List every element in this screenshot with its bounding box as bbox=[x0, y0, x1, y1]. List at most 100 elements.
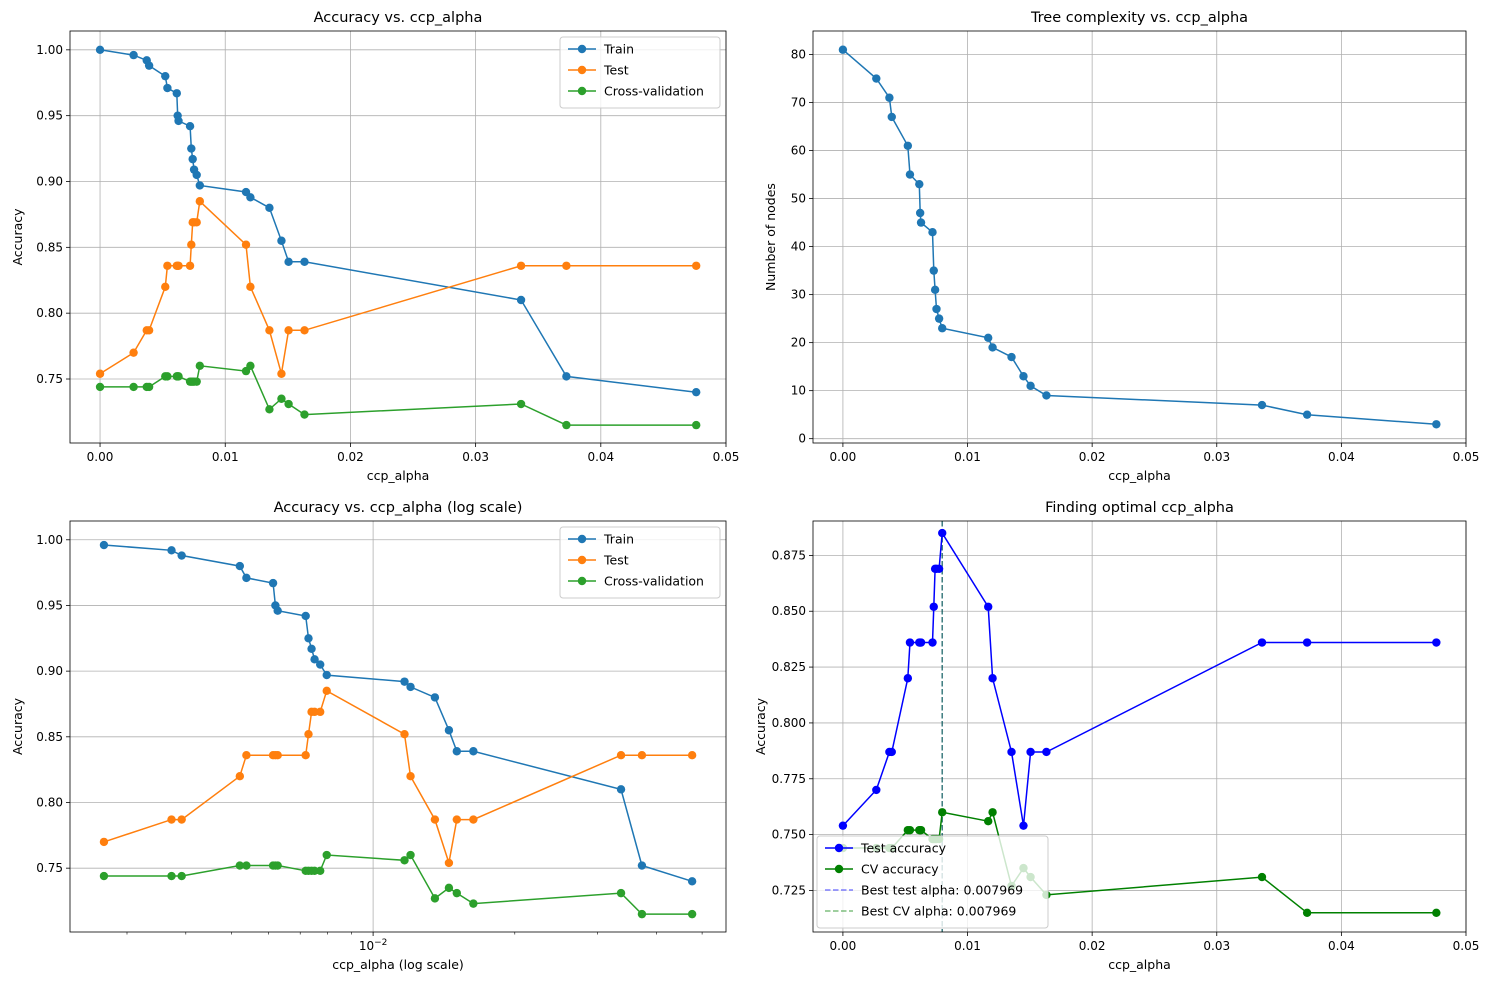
data-point bbox=[616, 785, 626, 794]
accuracy-linear-subplot: 0.00 0.01 0.02 0.03 0.04 0.05 0.75 0.80 0.85 0.90… bbox=[10, 10, 739, 483]
x-tick-label: 0.04 bbox=[1328, 939, 1355, 953]
legend-entry: Train bbox=[568, 42, 634, 57]
data-point bbox=[916, 825, 926, 835]
data-point bbox=[161, 282, 170, 292]
legend-box bbox=[559, 36, 721, 109]
data-point bbox=[284, 326, 293, 335]
legend-marker bbox=[577, 44, 587, 54]
data-point bbox=[516, 295, 526, 305]
y-axis-label: Accuracy bbox=[753, 697, 768, 755]
data-point bbox=[300, 410, 309, 419]
x-tick-label: 0.02 bbox=[1079, 450, 1106, 464]
data-point bbox=[99, 837, 109, 847]
data-point bbox=[242, 751, 251, 760]
data-point bbox=[692, 420, 701, 430]
y-tick-label: 0.85 bbox=[36, 240, 63, 254]
data-point bbox=[174, 261, 183, 270]
x-tick-label: 0.05 bbox=[1453, 939, 1480, 953]
data-point bbox=[273, 751, 282, 760]
data-point bbox=[1432, 420, 1441, 429]
plot-area bbox=[838, 45, 1441, 429]
data-point bbox=[1042, 747, 1051, 757]
y-tick-label: 1.00 bbox=[36, 43, 63, 57]
data-point bbox=[95, 45, 105, 55]
x-tick-label: 0.02 bbox=[337, 450, 364, 464]
data-point bbox=[988, 674, 997, 683]
data-point bbox=[1302, 410, 1312, 419]
data-point bbox=[872, 785, 881, 795]
data-point bbox=[916, 218, 926, 227]
data-point bbox=[1026, 381, 1035, 391]
data-point bbox=[430, 815, 440, 824]
data-point bbox=[1432, 638, 1441, 647]
data-point bbox=[167, 871, 176, 881]
x-tick-label: 0.04 bbox=[587, 450, 614, 464]
x-tick-label: 0.00 bbox=[830, 450, 857, 464]
legend: Train Test Cross-validation bbox=[559, 526, 721, 599]
data-point bbox=[938, 808, 947, 817]
data-point bbox=[692, 387, 701, 397]
data-point bbox=[988, 808, 997, 817]
data-point bbox=[1007, 352, 1016, 362]
data-point bbox=[187, 144, 196, 153]
legend-entry: Test accuracy bbox=[825, 841, 947, 856]
data-point bbox=[129, 348, 138, 357]
data-point bbox=[284, 399, 293, 409]
data-point bbox=[406, 850, 415, 860]
data-point bbox=[304, 729, 313, 739]
series-line bbox=[100, 364, 697, 426]
data-point bbox=[1007, 747, 1016, 757]
y-tick-label: 0.775 bbox=[772, 772, 806, 786]
data-point bbox=[406, 772, 415, 781]
data-point bbox=[284, 257, 293, 267]
series-nodes bbox=[838, 45, 1441, 429]
data-point bbox=[915, 179, 924, 189]
y-tick-label: 0.95 bbox=[36, 109, 63, 123]
data-point bbox=[95, 369, 105, 378]
data-point bbox=[687, 909, 697, 919]
legend-label: Train bbox=[603, 532, 634, 547]
x-tick-label: 0.01 bbox=[954, 939, 981, 953]
data-point bbox=[928, 227, 937, 237]
data-point bbox=[452, 747, 462, 756]
data-point bbox=[516, 261, 526, 270]
legend-label: Cross-validation bbox=[604, 84, 704, 99]
data-point bbox=[516, 399, 526, 409]
data-point bbox=[400, 856, 409, 865]
legend-label: Best CV alpha: 0.007969 bbox=[861, 904, 1016, 919]
x-tick-label: 0.05 bbox=[713, 450, 740, 464]
data-point bbox=[301, 751, 310, 760]
series-test-accuracy bbox=[838, 528, 1441, 830]
data-point bbox=[185, 261, 195, 270]
y-tick-label: 0.850 bbox=[772, 604, 806, 618]
data-point bbox=[838, 821, 848, 830]
grid bbox=[70, 521, 726, 932]
data-point bbox=[95, 382, 105, 392]
data-point bbox=[616, 888, 626, 898]
legend-marker bbox=[834, 843, 844, 853]
chart-title: Tree complexity vs. ccp_alpha bbox=[1030, 10, 1248, 26]
legend-marker bbox=[834, 864, 844, 874]
data-point bbox=[161, 71, 170, 81]
legend-label: Test bbox=[603, 63, 629, 78]
data-point bbox=[307, 644, 316, 654]
data-point bbox=[167, 815, 176, 824]
data-point bbox=[928, 638, 937, 647]
data-point bbox=[934, 564, 944, 574]
data-point bbox=[1257, 872, 1267, 882]
x-tick-label: 0.03 bbox=[1203, 939, 1230, 953]
accuracy-log-subplot: 10−2 0.75 0.80 0.85 0.90 0.95 1.00 Accuracy vs.… bbox=[10, 500, 727, 972]
legend-label: Test bbox=[603, 553, 629, 568]
series-line bbox=[99, 199, 697, 375]
data-point bbox=[265, 326, 274, 335]
x-axis-label: ccp_alpha bbox=[1108, 957, 1171, 972]
data-point bbox=[1257, 638, 1267, 647]
data-point bbox=[144, 326, 154, 335]
series-train bbox=[95, 45, 701, 397]
x-tick-label: 0.04 bbox=[1328, 450, 1355, 464]
legend: Train Test Cross-validation bbox=[559, 36, 721, 109]
data-point bbox=[872, 74, 881, 83]
data-point bbox=[163, 261, 172, 270]
data-point bbox=[984, 333, 993, 343]
data-point bbox=[316, 866, 325, 875]
